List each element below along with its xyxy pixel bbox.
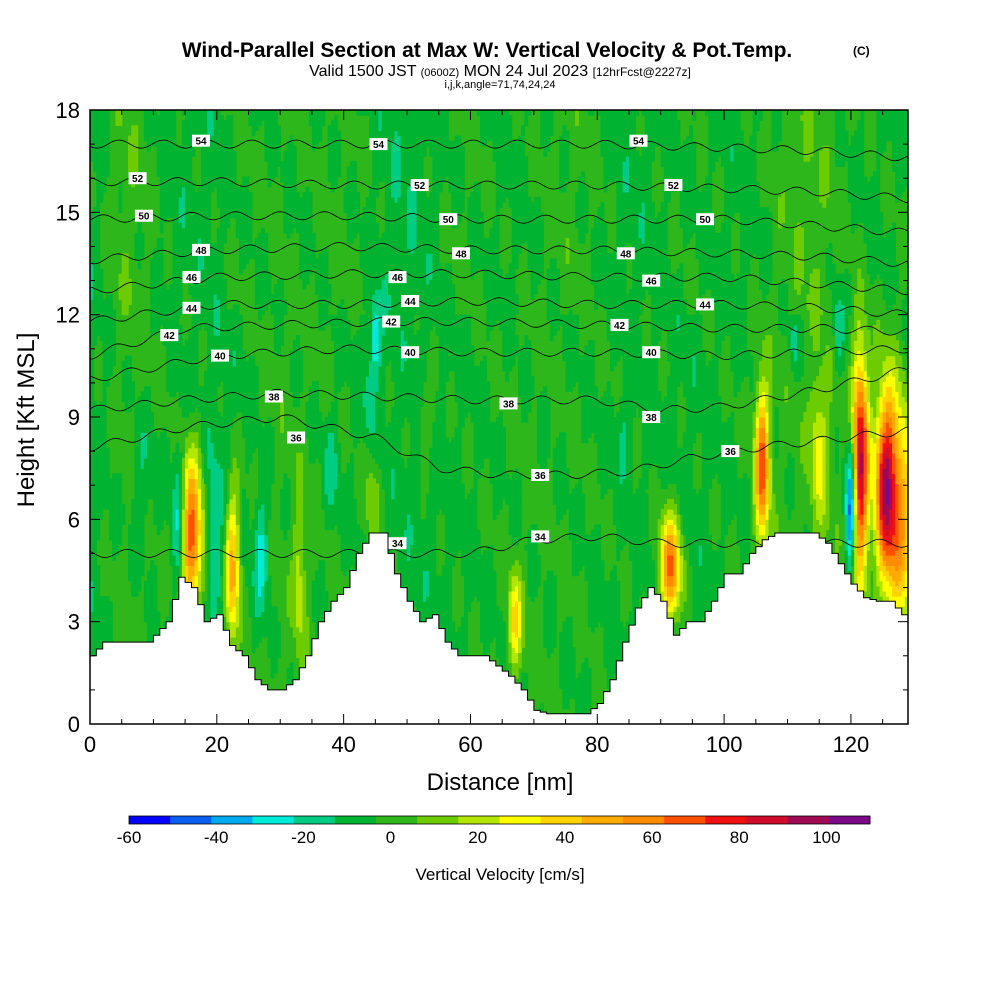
theta-label: 34 bbox=[388, 537, 407, 550]
copyright-mark: (C) bbox=[853, 44, 870, 58]
y-tick-label: 15 bbox=[56, 200, 80, 225]
terrain-mask bbox=[90, 532, 908, 724]
theta-contour-46 bbox=[90, 269, 908, 296]
colorbar-swatch bbox=[828, 816, 871, 824]
theta-label: 40 bbox=[401, 346, 420, 359]
theta-label: 52 bbox=[128, 172, 147, 185]
x-tick-label: 100 bbox=[706, 732, 743, 757]
theta-label: 42 bbox=[160, 329, 179, 342]
colorbar-tick-label: 80 bbox=[730, 828, 749, 847]
x-tick-label: 0 bbox=[84, 732, 96, 757]
theta-contour-54 bbox=[90, 139, 908, 162]
theta-contour-38 bbox=[90, 367, 908, 414]
theta-label: 42 bbox=[382, 315, 401, 329]
y-tick-label: 18 bbox=[56, 98, 80, 123]
theta-label: 54 bbox=[629, 134, 648, 148]
theta-contour-48 bbox=[90, 242, 908, 267]
x-tick-label: 80 bbox=[585, 732, 609, 757]
colorbar-swatch bbox=[211, 816, 253, 824]
colorbar-tick-label: 20 bbox=[468, 828, 487, 847]
colorbar-swatch bbox=[129, 816, 171, 824]
theta-label: 44 bbox=[401, 295, 420, 308]
theta-label: 38 bbox=[499, 397, 518, 410]
theta-label: 46 bbox=[388, 271, 407, 284]
theta-label: 44 bbox=[696, 298, 715, 311]
grid-indices: i,j,k,angle=71,74,24,24 bbox=[444, 79, 555, 91]
colorbar-tick-label: -40 bbox=[204, 828, 229, 847]
theta-label: 54 bbox=[192, 134, 210, 148]
y-tick-label: 3 bbox=[68, 610, 80, 635]
vertical-velocity-field bbox=[90, 110, 908, 724]
theta-label: 50 bbox=[439, 213, 458, 226]
colorbar-tick-label: 40 bbox=[555, 828, 574, 847]
y-tick-label: 9 bbox=[68, 405, 80, 430]
colorbar-swatch bbox=[746, 816, 789, 824]
chart-title: Wind-Parallel Section at Max W: Vertical… bbox=[182, 39, 793, 62]
theta-label: 40 bbox=[642, 346, 661, 359]
colorbar-swatch bbox=[334, 816, 377, 824]
colorbar-tick-label: 100 bbox=[812, 828, 840, 847]
y-axis-label: Height [Kft MSL] bbox=[13, 333, 40, 508]
colorbar-swatch bbox=[787, 816, 830, 824]
colorbar-swatch bbox=[705, 816, 747, 824]
theta-label: 52 bbox=[664, 179, 683, 192]
theta-label: 52 bbox=[410, 179, 429, 192]
theta-label: 34 bbox=[531, 530, 550, 543]
theta-label: 46 bbox=[182, 271, 201, 284]
x-tick-label: 20 bbox=[205, 732, 229, 757]
colorbar-swatch bbox=[417, 816, 459, 824]
valid-time: Valid 1500 JST (0600Z) MON 24 Jul 2023 [… bbox=[309, 63, 691, 80]
theta-label: 38 bbox=[264, 390, 283, 404]
theta-label: 50 bbox=[134, 209, 153, 223]
colorbar-swatch bbox=[458, 816, 500, 824]
theta-label: 50 bbox=[696, 213, 715, 226]
x-axis-label: Distance [nm] bbox=[427, 769, 574, 796]
colorbar-tick-label: 0 bbox=[386, 828, 395, 847]
x-axis: 0 20 40 60 80 100 120 bbox=[84, 110, 884, 757]
colorbar-tick-label: -20 bbox=[291, 828, 316, 847]
colorbar-label: Vertical Velocity [cm/s] bbox=[415, 865, 584, 884]
theta-label: 40 bbox=[211, 349, 229, 363]
colorbar-swatch bbox=[376, 816, 418, 824]
theta-contour-44 bbox=[90, 296, 908, 322]
colorbar-swatch bbox=[540, 816, 583, 824]
theta-label: 38 bbox=[642, 411, 661, 424]
theta-label: 48 bbox=[616, 247, 635, 260]
x-tick-label: 60 bbox=[458, 732, 482, 757]
colorbar-swatch bbox=[499, 816, 542, 824]
theta-label: 36 bbox=[721, 445, 740, 458]
theta-label: 36 bbox=[531, 469, 550, 482]
theta-label: 44 bbox=[182, 301, 201, 315]
theta-label: 46 bbox=[642, 274, 661, 288]
colorbar: -60 -40 -20 0 20 40 60 80 100 bbox=[117, 815, 871, 847]
y-tick-label: 0 bbox=[68, 712, 80, 737]
theta-contour-50 bbox=[90, 211, 908, 236]
colorbar-swatch bbox=[623, 816, 665, 824]
y-tick-label: 12 bbox=[56, 303, 80, 328]
colorbar-swatch bbox=[170, 816, 212, 824]
theta-label: 48 bbox=[192, 243, 210, 257]
colorbar-swatch bbox=[664, 816, 706, 824]
theta-label: 48 bbox=[452, 247, 470, 260]
y-tick-label: 6 bbox=[68, 507, 80, 532]
colorbar-swatch bbox=[252, 816, 295, 824]
colorbar-swatch bbox=[293, 816, 336, 824]
colorbar-tick-label: 60 bbox=[643, 828, 662, 847]
theta-contour-42 bbox=[90, 317, 908, 360]
x-tick-label: 40 bbox=[331, 732, 355, 757]
theta-label: 42 bbox=[610, 318, 629, 332]
theta-label: 36 bbox=[287, 431, 306, 445]
colorbar-tick-label: -60 bbox=[117, 828, 142, 847]
theta-label: 54 bbox=[369, 138, 388, 151]
theta-contour-52 bbox=[90, 177, 908, 204]
colorbar-swatch bbox=[581, 816, 624, 824]
theta-contour-36 bbox=[90, 414, 908, 480]
x-tick-label: 120 bbox=[833, 732, 870, 757]
potential-temperature-contours bbox=[90, 139, 908, 558]
